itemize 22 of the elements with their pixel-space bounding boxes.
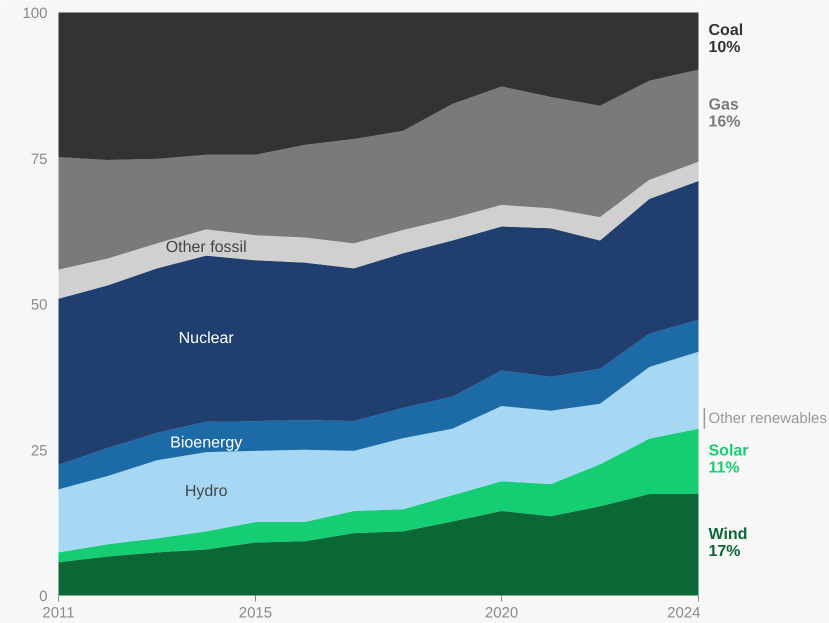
data-label: 17% (708, 542, 741, 560)
y-tick-label: 50 (30, 296, 48, 314)
y-tick-label: 25 (30, 442, 48, 460)
series-label: Other fossil (166, 239, 247, 256)
data-label: 10% (708, 39, 741, 56)
series-label: Wind (708, 526, 748, 543)
annotation: Other renewables (708, 410, 827, 427)
data-label: 11% (708, 459, 740, 476)
x-tick-label: 2011 (42, 604, 75, 622)
series-label: Gas (708, 96, 739, 114)
x-tick-label: 2020 (484, 604, 518, 622)
x-tick-label: 2024 (667, 604, 701, 622)
series-label: Hydro (184, 483, 228, 500)
y-tick-label: 0 (39, 588, 48, 605)
y-tick-label: 100 (22, 5, 48, 22)
data-label: 16% (708, 114, 741, 131)
series-label: Solar (708, 442, 749, 460)
series-label: Bioenergy (170, 434, 242, 452)
y-tick-label: 75 (30, 150, 48, 168)
series-label: Coal (708, 22, 744, 40)
series-label: Nuclear (178, 330, 234, 348)
x-tick-label: 2015 (238, 604, 272, 622)
